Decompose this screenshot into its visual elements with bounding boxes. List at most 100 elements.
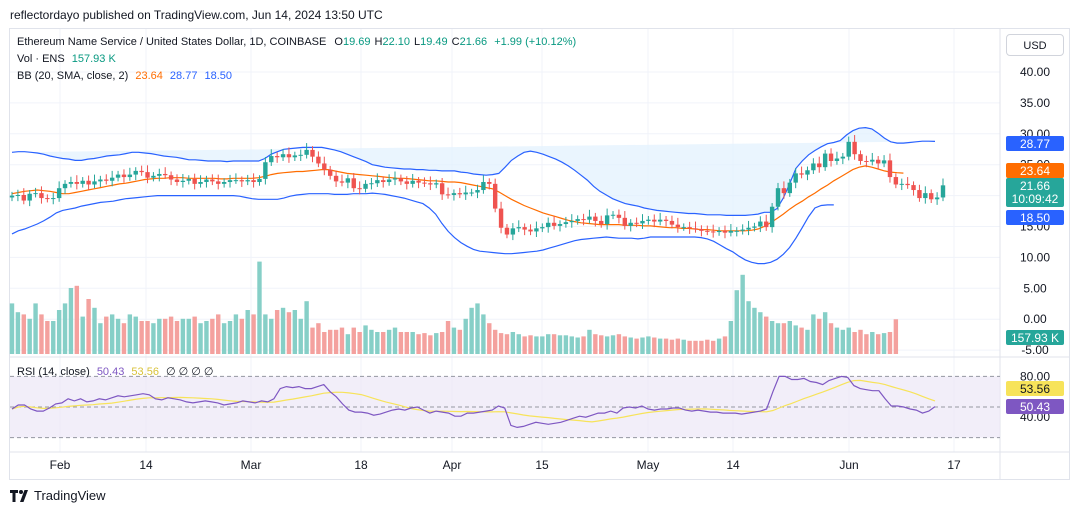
- candle-body: [304, 149, 309, 155]
- last-price-badge-text: 10:09:42: [1012, 192, 1059, 206]
- ohlc-value: 22.10: [382, 36, 410, 48]
- candle-body: [333, 175, 339, 182]
- rsi-label: RSI (14, close): [17, 366, 90, 378]
- candle-body: [669, 220, 675, 225]
- volume-bar: [45, 321, 50, 354]
- volume-bar: [104, 316, 109, 354]
- candle-body: [345, 178, 351, 183]
- candle-body: [292, 155, 298, 158]
- candle-body: [929, 193, 934, 200]
- candle-body: [687, 227, 692, 229]
- volume-bar: [92, 307, 97, 354]
- volume-bar: [546, 334, 551, 354]
- candle-body: [581, 219, 586, 221]
- candle-body: [758, 221, 763, 227]
- volume-bar: [870, 332, 875, 354]
- bb-lower-badge: [1006, 210, 1064, 225]
- volume-bar: [227, 321, 233, 354]
- candle-body: [475, 190, 480, 193]
- candle-body: [481, 182, 486, 191]
- candle-body: [540, 227, 545, 229]
- candle-body: [316, 156, 321, 164]
- volume-bar: [540, 336, 545, 354]
- volume-bar: [875, 334, 881, 354]
- volume-bar: [21, 314, 26, 354]
- candle-body: [911, 185, 916, 191]
- volume-bar: [174, 321, 180, 354]
- volume-legend: Vol · ENS 157.93 K: [17, 53, 116, 65]
- volume-bar: [599, 335, 604, 354]
- candle-body: [546, 222, 551, 228]
- candle-body: [192, 178, 197, 184]
- volume-bar: [522, 336, 527, 354]
- candle-body: [522, 227, 527, 230]
- volume-bar: [375, 332, 380, 354]
- volume-bar: [487, 323, 492, 354]
- volume-bar: [439, 332, 445, 354]
- candle-body: [604, 215, 610, 225]
- candle-body: [363, 183, 368, 189]
- bb-lower-line: [11, 192, 834, 265]
- volume-bar: [587, 329, 592, 354]
- volume-bar: [428, 335, 433, 354]
- price-axis-tick: 35.00: [1020, 96, 1050, 110]
- volume-bar: [269, 318, 274, 354]
- volume-bar: [398, 332, 404, 354]
- volume-bar: [510, 332, 516, 354]
- volume-bar: [811, 314, 816, 354]
- bb-upper-value: 28.77: [169, 70, 198, 82]
- volume-bar: [221, 323, 227, 354]
- volume-bar: [787, 321, 792, 354]
- volume-bar: [581, 336, 586, 354]
- candle-body: [39, 193, 44, 199]
- candle-body: [233, 180, 239, 182]
- tradingview-brand[interactable]: TradingView: [10, 488, 106, 503]
- volume-bar: [657, 338, 663, 354]
- price-axis-tick: 0.00: [1023, 312, 1047, 326]
- currency-button[interactable]: USD: [1006, 34, 1064, 56]
- candle-body: [251, 180, 256, 183]
- candle-body: [227, 180, 233, 183]
- candle-body: [764, 221, 769, 228]
- volume-bar: [280, 307, 286, 354]
- volume-bar: [634, 338, 639, 354]
- candle-body: [940, 185, 946, 198]
- ohlc-value: 19.69: [342, 36, 371, 48]
- bb-label: BB (20, SMA, close, 2): [17, 70, 129, 82]
- candle-body: [864, 160, 869, 162]
- time-axis-label: 14: [139, 458, 153, 472]
- volume-bar: [817, 318, 822, 354]
- candle-body: [710, 231, 716, 233]
- ohlc-value: 21.66: [459, 36, 488, 48]
- candle-body: [510, 228, 516, 235]
- candle-body: [204, 179, 209, 183]
- volume-bar: [434, 333, 439, 354]
- candle-body: [392, 178, 398, 180]
- candle-body: [339, 181, 345, 183]
- volume-bar: [699, 340, 704, 354]
- candle-body: [133, 170, 138, 175]
- volume-bar: [333, 329, 339, 354]
- candle-body: [646, 219, 651, 221]
- candle-body: [27, 193, 32, 201]
- candle-body: [216, 181, 221, 184]
- volume-bar: [304, 301, 309, 354]
- volume-bar: [298, 318, 303, 354]
- volume-bar: [257, 261, 262, 354]
- candle-body: [917, 190, 922, 199]
- volume-bar: [9, 303, 15, 354]
- candle-body: [881, 160, 887, 164]
- candle-body: [263, 162, 268, 179]
- candle-body: [781, 188, 787, 194]
- candle-body: [274, 156, 280, 158]
- candle-body: [775, 188, 781, 207]
- candle-body: [163, 173, 168, 176]
- candle-body: [381, 180, 386, 183]
- candle-body: [51, 198, 56, 200]
- volume-bar: [121, 323, 127, 354]
- volume-bar: [80, 316, 85, 354]
- candle-body: [92, 181, 97, 185]
- candle-body: [45, 198, 50, 200]
- bb-upper-line: [11, 126, 936, 216]
